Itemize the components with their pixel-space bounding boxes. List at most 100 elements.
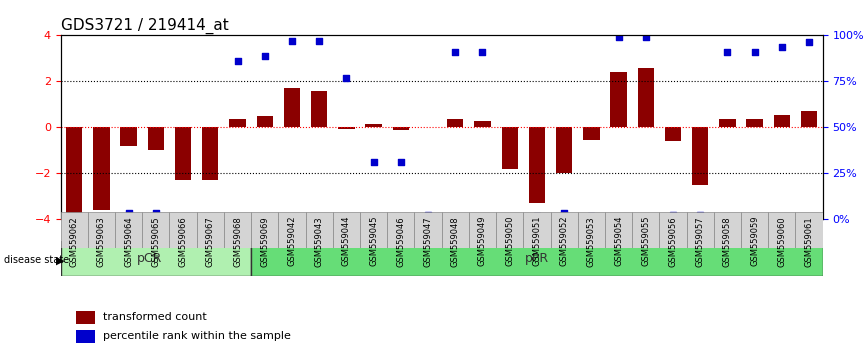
Bar xyxy=(76,330,95,343)
Text: GSM559062: GSM559062 xyxy=(70,216,79,267)
Point xyxy=(366,159,380,165)
Bar xyxy=(229,119,246,127)
Bar xyxy=(94,127,110,210)
Text: disease state: disease state xyxy=(4,255,69,265)
Bar xyxy=(475,120,491,127)
FancyBboxPatch shape xyxy=(415,212,442,248)
Bar xyxy=(284,88,301,127)
Bar xyxy=(720,119,735,127)
Point xyxy=(639,34,653,39)
FancyBboxPatch shape xyxy=(632,212,659,248)
Text: ▶: ▶ xyxy=(56,255,65,265)
FancyBboxPatch shape xyxy=(224,212,251,248)
Text: GSM559051: GSM559051 xyxy=(533,216,541,267)
Point xyxy=(394,159,408,165)
Text: GSM559047: GSM559047 xyxy=(423,216,432,267)
Bar xyxy=(311,91,327,127)
FancyBboxPatch shape xyxy=(687,212,714,248)
Bar xyxy=(801,111,818,127)
FancyBboxPatch shape xyxy=(87,212,115,248)
Text: GSM559044: GSM559044 xyxy=(342,216,351,267)
Text: pPR: pPR xyxy=(525,252,549,265)
Bar xyxy=(773,115,790,127)
Point xyxy=(802,40,816,45)
Point xyxy=(449,48,462,54)
FancyBboxPatch shape xyxy=(142,212,170,248)
FancyBboxPatch shape xyxy=(496,212,523,248)
FancyBboxPatch shape xyxy=(170,212,197,248)
Bar xyxy=(175,127,191,181)
FancyBboxPatch shape xyxy=(306,212,333,248)
Point xyxy=(285,38,299,44)
Point xyxy=(611,34,625,39)
FancyBboxPatch shape xyxy=(659,212,687,248)
Point xyxy=(258,53,272,59)
FancyBboxPatch shape xyxy=(605,212,632,248)
Point xyxy=(421,212,435,218)
Text: GSM559048: GSM559048 xyxy=(451,216,460,267)
Text: GSM559056: GSM559056 xyxy=(669,216,677,267)
FancyBboxPatch shape xyxy=(61,241,251,276)
Bar xyxy=(339,127,354,129)
Point xyxy=(68,217,81,222)
Text: GSM559064: GSM559064 xyxy=(124,216,133,267)
Text: GSM559058: GSM559058 xyxy=(723,216,732,267)
Text: percentile rank within the sample: percentile rank within the sample xyxy=(102,331,290,341)
Text: transformed count: transformed count xyxy=(102,312,206,322)
FancyBboxPatch shape xyxy=(251,241,823,276)
Point xyxy=(149,210,163,215)
Bar xyxy=(392,127,409,130)
Point xyxy=(775,44,789,50)
Text: GSM559067: GSM559067 xyxy=(206,216,215,267)
Text: pCR: pCR xyxy=(136,252,162,265)
Bar xyxy=(76,311,95,324)
Text: GSM559059: GSM559059 xyxy=(750,216,759,267)
Text: GSM559049: GSM559049 xyxy=(478,216,487,267)
Text: GSM559042: GSM559042 xyxy=(288,216,296,267)
FancyBboxPatch shape xyxy=(551,212,578,248)
Bar xyxy=(148,127,164,150)
Point xyxy=(530,213,544,219)
Point xyxy=(666,212,680,218)
Text: GSM559050: GSM559050 xyxy=(505,216,514,267)
Text: GSM559045: GSM559045 xyxy=(369,216,378,267)
FancyBboxPatch shape xyxy=(197,212,224,248)
FancyBboxPatch shape xyxy=(360,212,387,248)
Text: GSM559046: GSM559046 xyxy=(397,216,405,267)
Bar xyxy=(256,116,273,127)
Bar xyxy=(665,127,682,141)
Point xyxy=(122,210,136,215)
Text: GSM559060: GSM559060 xyxy=(778,216,786,267)
Bar xyxy=(692,127,708,185)
Point xyxy=(475,48,489,54)
Bar xyxy=(120,127,137,146)
Bar xyxy=(365,124,382,127)
Point xyxy=(503,217,517,222)
Point xyxy=(747,48,761,54)
FancyBboxPatch shape xyxy=(61,212,87,248)
Point xyxy=(694,212,708,218)
Bar xyxy=(637,68,654,127)
Text: GSM559055: GSM559055 xyxy=(642,216,650,267)
Point xyxy=(313,38,326,44)
FancyBboxPatch shape xyxy=(387,212,415,248)
Bar xyxy=(66,127,82,217)
Text: GDS3721 / 219414_at: GDS3721 / 219414_at xyxy=(61,18,229,34)
Point xyxy=(721,48,734,54)
Text: GSM559061: GSM559061 xyxy=(805,216,813,267)
Bar xyxy=(447,119,463,127)
FancyBboxPatch shape xyxy=(523,212,551,248)
FancyBboxPatch shape xyxy=(578,212,605,248)
Text: GSM559052: GSM559052 xyxy=(559,216,569,267)
FancyBboxPatch shape xyxy=(115,212,142,248)
Point xyxy=(176,217,190,222)
FancyBboxPatch shape xyxy=(278,212,306,248)
Text: GSM559053: GSM559053 xyxy=(587,216,596,267)
FancyBboxPatch shape xyxy=(333,212,360,248)
FancyBboxPatch shape xyxy=(796,212,823,248)
FancyBboxPatch shape xyxy=(714,212,741,248)
Bar xyxy=(529,127,545,203)
Text: GSM559057: GSM559057 xyxy=(695,216,705,267)
Text: GSM559054: GSM559054 xyxy=(614,216,623,267)
Point xyxy=(585,213,598,219)
